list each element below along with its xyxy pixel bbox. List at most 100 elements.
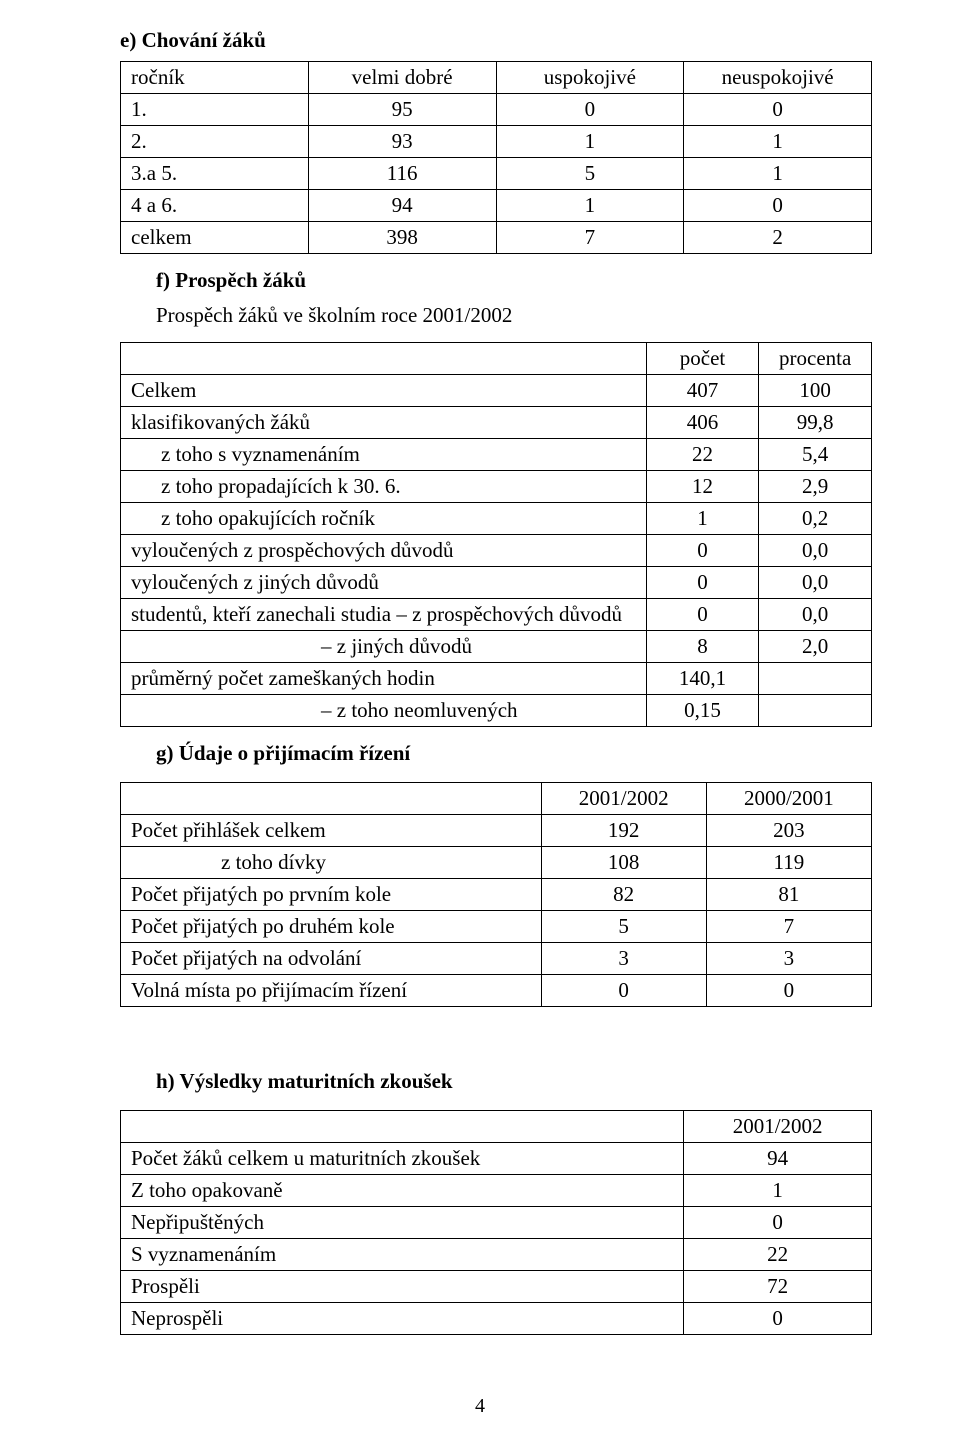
cell: 0 [684,1303,872,1335]
cell: 2,9 [759,471,872,503]
cell: 12 [646,471,759,503]
page-number: 4 [0,1395,960,1418]
cell: – z jiných důvodů [121,631,647,663]
cell: 140,1 [646,663,759,695]
cell: 398 [308,222,496,254]
table-row: 1. 95 0 0 [121,94,872,126]
cell: 82 [541,879,706,911]
table-h: 2001/2002 Počet žáků celkem u maturitníc… [120,1110,872,1335]
cell: 100 [759,375,872,407]
cell: 1 [496,190,684,222]
cell: 0 [684,190,872,222]
cell: 203 [706,815,871,847]
cell: celkem [121,222,309,254]
heading-e: e) Chování žáků [120,28,872,53]
table-row: studentů, kteří zanechali studia – z pro… [121,599,872,631]
table-row: Celkem 407 100 [121,375,872,407]
cell: 3.a 5. [121,158,309,190]
cell: 95 [308,94,496,126]
table-row: vyloučených z prospěchových důvodů 0 0,0 [121,535,872,567]
cell: 7 [496,222,684,254]
cell [121,1111,684,1143]
cell: 2. [121,126,309,158]
cell: z toho dívky [121,847,542,879]
table-row: klasifikovaných žáků 406 99,8 [121,407,872,439]
table-row: 4 a 6. 94 1 0 [121,190,872,222]
cell: 1 [684,158,872,190]
cell [121,783,542,815]
cell: průměrný počet zameškaných hodin [121,663,647,695]
cell: Nepřipuštěných [121,1207,684,1239]
cell: 2 [684,222,872,254]
table-row: 2. 93 1 1 [121,126,872,158]
table-f: počet procenta Celkem 407 100 klasifikov… [120,342,872,727]
table-row: Nepřipuštěných 0 [121,1207,872,1239]
cell: 0 [541,975,706,1007]
table-row: z toho opakujících ročník 1 0,2 [121,503,872,535]
table-row: Z toho opakovaně 1 [121,1175,872,1207]
cell: 2001/2002 [541,783,706,815]
cell: klasifikovaných žáků [121,407,647,439]
cell: 0 [646,535,759,567]
spacer [120,1100,872,1110]
cell: procenta [759,343,872,375]
heading-g: g) Údaje o přijímacím řízení [156,741,872,766]
cell: 8 [646,631,759,663]
table-e-hdr-0: ročník [121,62,309,94]
table-row: Počet přihlášek celkem 192 203 [121,815,872,847]
cell: 2001/2002 [684,1111,872,1143]
cell: 4 a 6. [121,190,309,222]
cell: 2,0 [759,631,872,663]
cell: 5 [496,158,684,190]
cell: Počet přijatých na odvolání [121,943,542,975]
cell: Neprospěli [121,1303,684,1335]
table-e-hdr-2: uspokojivé [496,62,684,94]
table-row: 3.a 5. 116 5 1 [121,158,872,190]
cell: vyloučených z prospěchových důvodů [121,535,647,567]
cell: 5 [541,911,706,943]
heading-f: f) Prospěch žáků [156,268,872,293]
cell: z toho s vyznamenáním [121,439,647,471]
table-e-header-row: ročník velmi dobré uspokojivé neuspokoji… [121,62,872,94]
table-row: vyloučených z jiných důvodů 0 0,0 [121,567,872,599]
cell: 119 [706,847,871,879]
heading-h: h) Výsledky maturitních zkoušek [156,1069,872,1094]
cell: 1 [496,126,684,158]
cell: 108 [541,847,706,879]
cell: 0,0 [759,599,872,631]
table-row: z toho s vyznamenáním 22 5,4 [121,439,872,471]
cell: Počet přihlášek celkem [121,815,542,847]
cell: 94 [684,1143,872,1175]
cell: 0,15 [646,695,759,727]
cell [759,663,872,695]
table-row: Volná místa po přijímacím řízení 0 0 [121,975,872,1007]
spacer [120,1031,872,1055]
table-row: – z toho neomluvených 0,15 [121,695,872,727]
cell: počet [646,343,759,375]
table-row: – z jiných důvodů 8 2,0 [121,631,872,663]
cell: 1 [684,126,872,158]
cell: 407 [646,375,759,407]
cell: z toho propadajících k 30. 6. [121,471,647,503]
table-row: Počet přijatých po prvním kole 82 81 [121,879,872,911]
cell [121,343,647,375]
table-row: z toho dívky 108 119 [121,847,872,879]
cell: 3 [541,943,706,975]
table-e: ročník velmi dobré uspokojivé neuspokoji… [120,61,872,254]
table-row: průměrný počet zameškaných hodin 140,1 [121,663,872,695]
cell: S vyznamenáním [121,1239,684,1271]
table-g: 2001/2002 2000/2001 Počet přihlášek celk… [120,782,872,1007]
cell: 2000/2001 [706,783,871,815]
spacer [120,772,872,782]
table-h-header-row: 2001/2002 [121,1111,872,1143]
cell: 1 [684,1175,872,1207]
table-row: Počet přijatých po druhém kole 5 7 [121,911,872,943]
table-row: Počet přijatých na odvolání 3 3 [121,943,872,975]
cell: – z toho neomluvených [121,695,647,727]
cell: z toho opakujících ročník [121,503,647,535]
cell: 0 [684,1207,872,1239]
table-g-header-row: 2001/2002 2000/2001 [121,783,872,815]
cell: Prospěli [121,1271,684,1303]
subtitle-f: Prospěch žáků ve školním roce 2001/2002 [156,303,872,328]
cell: 0 [646,567,759,599]
